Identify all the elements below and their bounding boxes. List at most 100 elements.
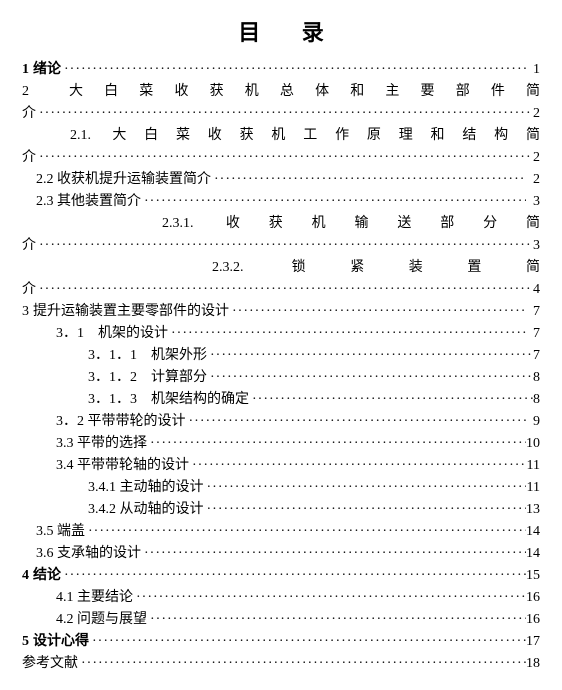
toc-entry-text: 2.2 收获机提升运输装置简介	[36, 169, 211, 190]
toc-leader	[61, 59, 526, 80]
toc-entry-continuation: 介2	[22, 147, 540, 168]
toc-entry-page: 17	[526, 631, 540, 652]
toc-entry: 3．1．2 计算部分 8	[22, 367, 540, 388]
toc-entry-page: 18	[526, 653, 540, 674]
toc-entry-page: 2	[533, 103, 540, 124]
toc-entry: 2.3 其他装置简介 3	[22, 191, 540, 212]
toc-leader	[36, 147, 533, 168]
toc-entry-text: 参考文献	[22, 653, 78, 674]
toc-entry: 2.3.1. 收获机输送部分简	[22, 213, 540, 234]
toc-entry: 3．1 机架的设计7	[22, 323, 540, 344]
toc-entry-text: 3.3 平带的选择	[56, 433, 147, 454]
toc-entry-text: 介	[22, 103, 36, 124]
toc-leader	[89, 631, 526, 652]
toc-leader	[36, 279, 533, 300]
toc-entry-page: 11	[526, 477, 540, 498]
toc-entry: 2.1. 大白菜收获机工作原理和结构简	[22, 125, 540, 146]
toc-entry-page: 7	[526, 301, 540, 322]
toc-entry-text: 3．2 平带带轮的设计	[56, 411, 186, 432]
toc-leader	[189, 455, 526, 476]
toc-leader	[78, 653, 526, 674]
toc-entry: 3.4.2 从动轴的设计 13	[22, 499, 540, 520]
toc-entry: 4结论15	[22, 565, 540, 586]
toc-container: 1绪论12大白菜收获机总体和主要部件简介22.1. 大白菜收获机工作原理和结构简…	[22, 59, 540, 674]
toc-entry-text: 设计心得	[33, 631, 89, 652]
toc-entry: 4.1 主要结论16	[22, 587, 540, 608]
toc-entry-page: 14	[526, 543, 540, 564]
toc-leader	[204, 477, 527, 498]
toc-entry-text: 4.2 问题与展望	[56, 609, 147, 630]
toc-entry-number: 4	[22, 565, 29, 586]
toc-entry-text: 3.4.2 从动轴的设计	[88, 499, 204, 520]
toc-entry-text: 3．1．1 机架外形	[88, 345, 207, 366]
toc-entry-text: 2.3.1. 收获机输送部分简	[162, 213, 540, 234]
toc-entry-page: 7	[533, 345, 540, 366]
toc-entry: 2.3.2. 锁紧装置简	[22, 257, 540, 278]
toc-leader	[141, 543, 526, 564]
toc-entry-number: 1	[22, 59, 29, 80]
toc-entry-page: 8	[533, 389, 540, 410]
toc-entry-continuation: 介4	[22, 279, 540, 300]
toc-leader	[61, 565, 526, 586]
toc-leader	[36, 235, 533, 256]
toc-leader	[133, 587, 526, 608]
toc-entry-text: 2.1. 大白菜收获机工作原理和结构简	[70, 125, 540, 146]
toc-entry: 3.6 支承轴的设计 14	[22, 543, 540, 564]
toc-leader	[204, 499, 527, 520]
toc-title: 目 录	[22, 15, 540, 47]
toc-leader	[211, 169, 526, 190]
toc-entry-text: 2.3 其他装置简介	[36, 191, 141, 212]
toc-entry-text: 介	[22, 279, 36, 300]
toc-entry-page: 2	[533, 147, 540, 168]
toc-leader	[229, 301, 526, 322]
toc-entry-page: 4	[533, 279, 540, 300]
toc-entry-text: 大白菜收获机总体和主要部件简	[69, 81, 540, 102]
toc-leader	[207, 345, 533, 366]
toc-entry-text: 3.6 支承轴的设计	[36, 543, 141, 564]
toc-entry-page: 10	[526, 433, 540, 454]
toc-leader	[186, 411, 527, 432]
toc-entry-text: 3．1．3 机架结构的确定	[88, 389, 249, 410]
toc-entry-page: 9	[526, 411, 540, 432]
toc-entry: 3提升运输装置主要零部件的设计 7	[22, 301, 540, 322]
toc-entry-page: 11	[526, 455, 540, 476]
toc-entry-text: 3．1．2 计算部分	[88, 367, 207, 388]
toc-leader	[147, 433, 526, 454]
toc-leader	[36, 103, 533, 124]
toc-entry-number: 3	[22, 301, 29, 322]
toc-entry-continuation: 介2	[22, 103, 540, 124]
toc-entry-page: 8	[533, 367, 540, 388]
toc-entry: 3．1．1 机架外形 7	[22, 345, 540, 366]
toc-entry-text: 3.4 平带带轮轴的设计	[56, 455, 189, 476]
toc-entry-page: 15	[526, 565, 540, 586]
toc-entry: 3.5 端盖 14	[22, 521, 540, 542]
toc-leader	[85, 521, 526, 542]
toc-entry-continuation: 介3	[22, 235, 540, 256]
toc-entry-page: 16	[526, 587, 540, 608]
toc-entry: 3．2 平带带轮的设计 9	[22, 411, 540, 432]
toc-entry-page: 16	[526, 609, 540, 630]
toc-entry: 3．1．3 机架结构的确定 8	[22, 389, 540, 410]
toc-entry-text: 绪论	[33, 59, 61, 80]
toc-leader	[141, 191, 526, 212]
toc-entry-page: 3	[533, 235, 540, 256]
toc-entry: 3.4 平带带轮轴的设计 11	[22, 455, 540, 476]
toc-entry-page: 7	[526, 323, 540, 344]
toc-leader	[207, 367, 533, 388]
toc-entry-page: 3	[526, 191, 540, 212]
toc-entry: 4.2 问题与展望 16	[22, 609, 540, 630]
toc-entry-text: 3.4.1 主动轴的设计	[88, 477, 204, 498]
toc-entry-text: 介	[22, 235, 36, 256]
toc-entry-text: 2.3.2. 锁紧装置简	[212, 257, 540, 278]
toc-entry-number: 5	[22, 631, 29, 652]
toc-entry-number: 2	[22, 81, 29, 102]
toc-entry-page: 13	[526, 499, 540, 520]
toc-entry-text: 介	[22, 147, 36, 168]
toc-entry: 3.4.1 主动轴的设计 11	[22, 477, 540, 498]
toc-entry-text: 提升运输装置主要零部件的设计	[33, 301, 229, 322]
toc-entry: 2.2 收获机提升运输装置简介2	[22, 169, 540, 190]
toc-entry-page: 14	[526, 521, 540, 542]
toc-entry: 5设计心得 17	[22, 631, 540, 652]
toc-leader	[249, 389, 533, 410]
toc-entry-text: 3.5 端盖	[36, 521, 85, 542]
